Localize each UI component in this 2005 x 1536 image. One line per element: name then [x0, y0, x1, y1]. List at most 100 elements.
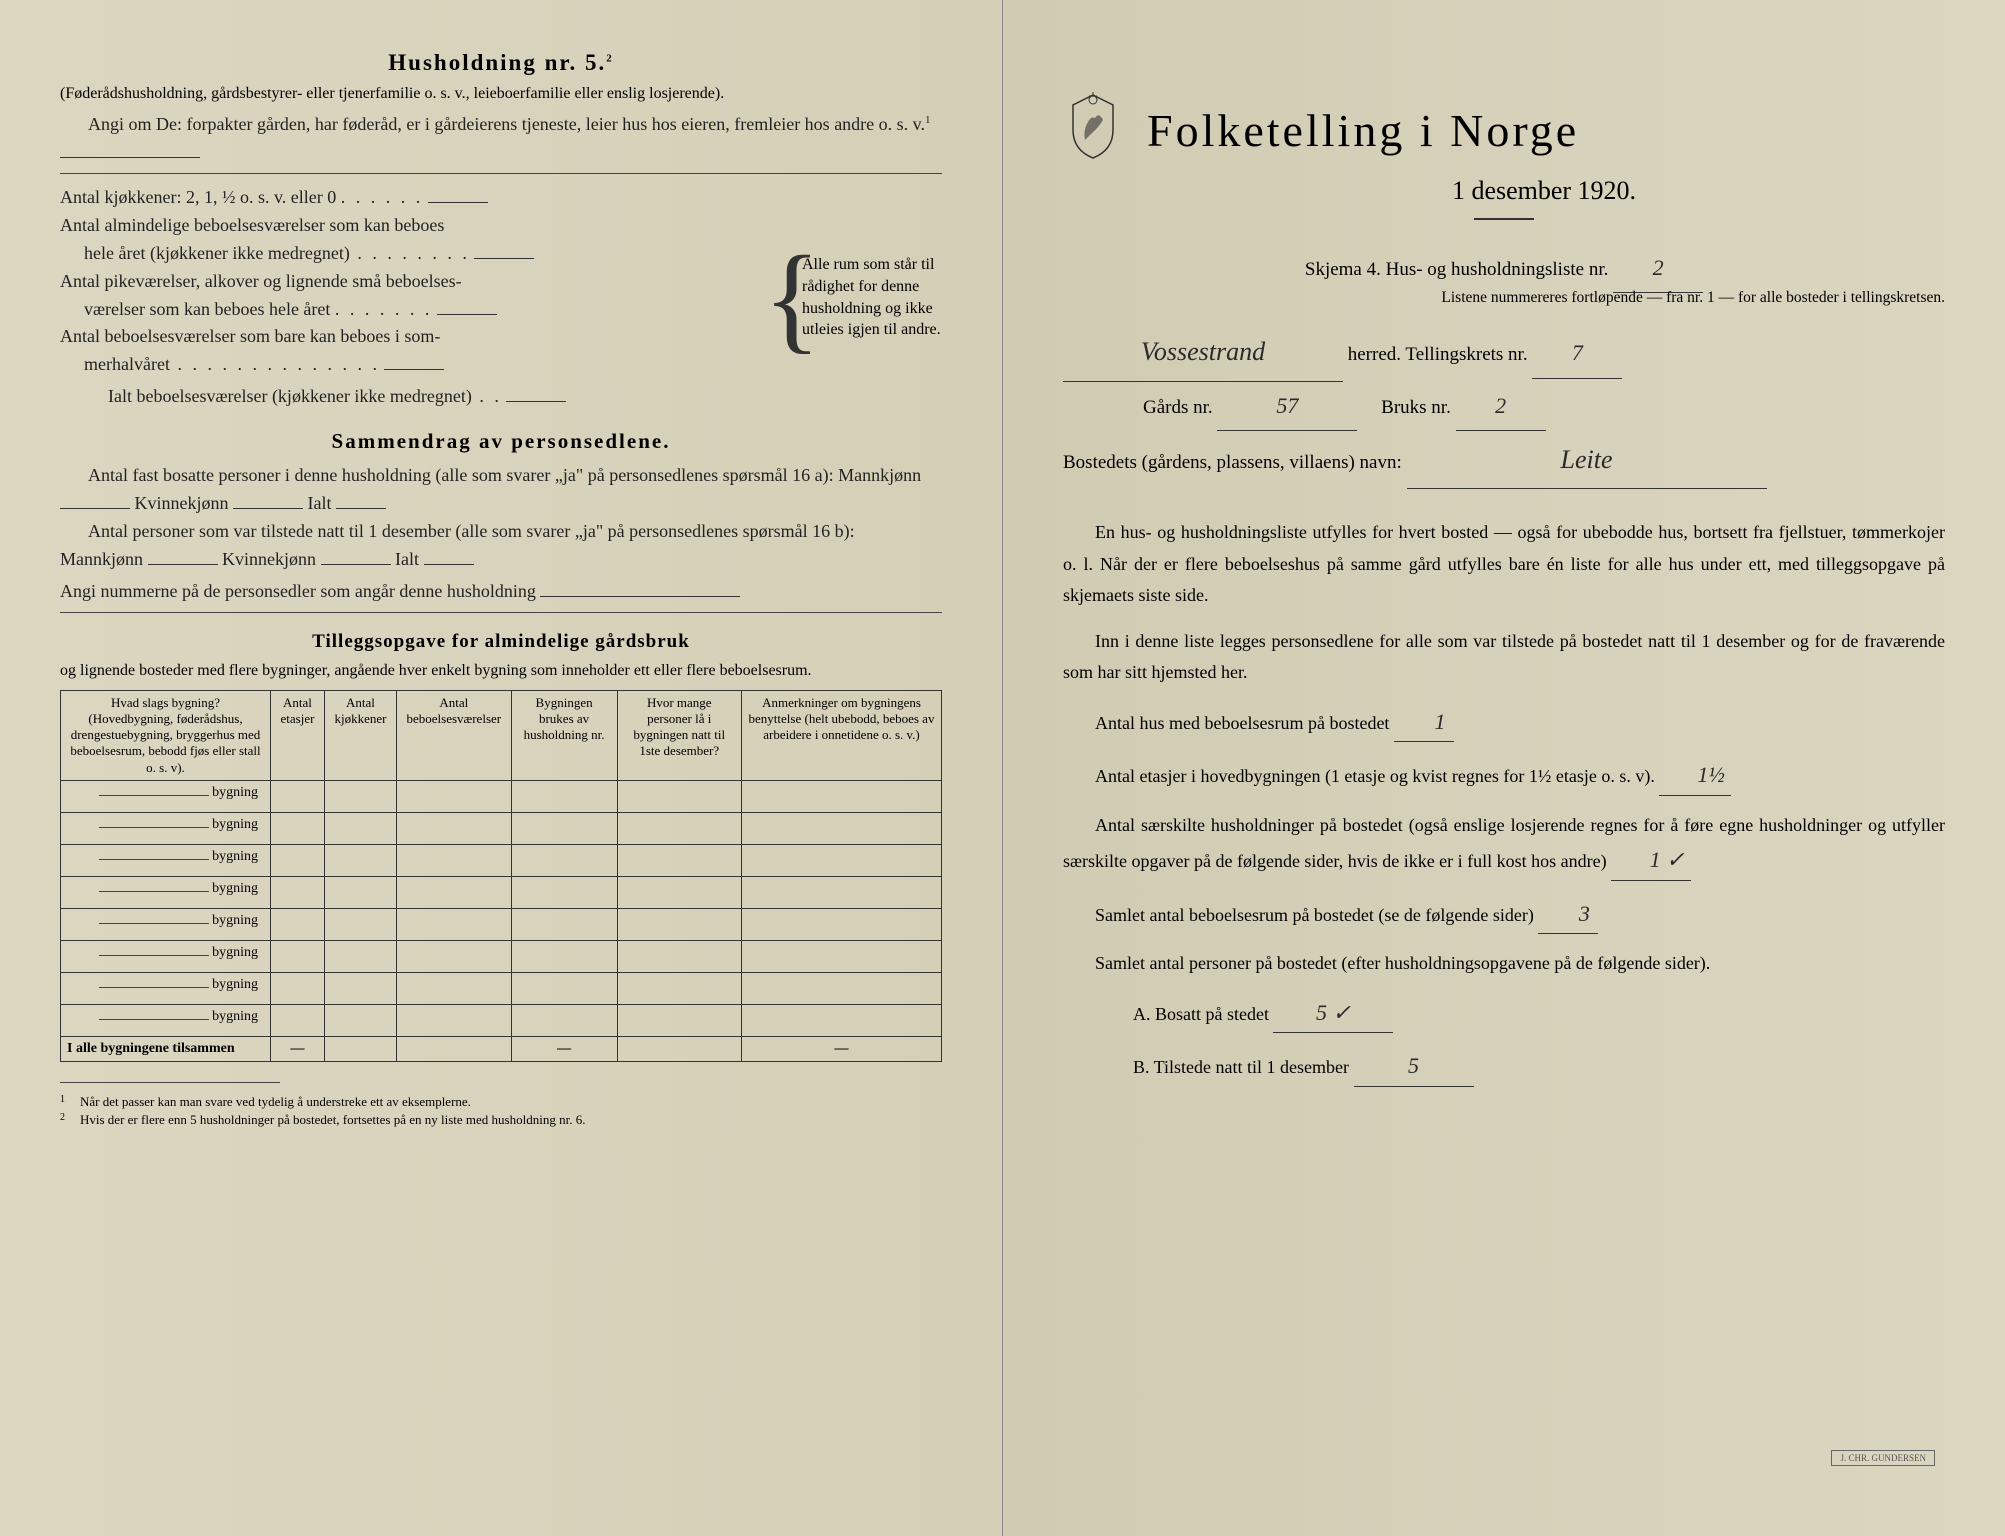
- q2-line: Antal etasjer i hovedbygningen (1 etasje…: [1063, 756, 1945, 796]
- row-label: bygning: [61, 844, 271, 876]
- qA-label: A. Bosatt på stedet: [1133, 1004, 1269, 1024]
- rooms-total-field: [506, 401, 566, 402]
- cell: [617, 1004, 741, 1036]
- rooms-total: Ialt beboelsesværelser (kjøkkener ikke m…: [108, 386, 472, 406]
- q4-ans: 3: [1538, 895, 1598, 935]
- table-row: bygning: [61, 844, 942, 876]
- kvinne-label: Kvinnekjønn: [135, 493, 229, 513]
- cell: [511, 812, 617, 844]
- ialt2-label: Ialt: [395, 549, 419, 569]
- fn2-text: Hvis der er flere enn 5 husholdninger på…: [80, 1111, 585, 1129]
- th-col7: Anmerkninger om bygningens benyttelse (h…: [742, 690, 942, 780]
- dots: . . . . . . . . . . . . . .: [170, 354, 380, 374]
- cell: [397, 940, 512, 972]
- gards-line: Gårds nr. 57 Bruks nr. 2: [1063, 382, 1945, 431]
- q2-ans: 1½: [1659, 756, 1731, 796]
- title-row: Folketelling i Norge: [1063, 90, 1945, 170]
- angi-line: Angi om De: forpakter gården, har føderå…: [60, 111, 942, 167]
- cell: [397, 972, 512, 1004]
- rooms1a: Antal almindelige beboelsesværelser som …: [60, 212, 782, 240]
- kitchen-row: Antal kjøkkener: 2, 1, ½ o. s. v. eller …: [60, 184, 782, 212]
- cell: [324, 876, 396, 908]
- herred-label: herred. Tellingskrets nr.: [1348, 344, 1528, 365]
- table-row: bygning: [61, 876, 942, 908]
- tfoot-c4: [397, 1036, 512, 1061]
- cell: [742, 876, 942, 908]
- cell: [511, 844, 617, 876]
- list-note: Listene nummereres fortløpende — fra nr.…: [1063, 289, 1945, 307]
- cell: [742, 780, 942, 812]
- subtitle: 1 desember 1920.: [1143, 176, 1945, 206]
- cell: [397, 780, 512, 812]
- q2-label: Antal etasjer i hovedbygningen (1 etasje…: [1095, 766, 1655, 786]
- summary3-text: Angi nummerne på de personsedler som ang…: [60, 581, 536, 601]
- q4-label: Samlet antal beboelsesrum på bostedet (s…: [1095, 905, 1534, 925]
- qB-line: B. Tilstede natt til 1 desember 5: [1063, 1047, 1945, 1087]
- cell: [397, 908, 512, 940]
- row-label: bygning: [61, 1004, 271, 1036]
- cell: [511, 940, 617, 972]
- table-row: bygning: [61, 1004, 942, 1036]
- bosted-label: Bostedets (gårdens, plassens, villaens) …: [1063, 452, 1402, 473]
- kitchen-field: [428, 202, 488, 203]
- cell: [324, 812, 396, 844]
- household-heading-text: Husholdning nr. 5.: [388, 50, 606, 75]
- para2: Inn i denne liste legges personsedlene f…: [1063, 626, 1945, 689]
- angi-field: [60, 157, 200, 158]
- q5-line: Samlet antal personer på bostedet (efter…: [1063, 948, 1945, 980]
- qA-line: A. Bosatt på stedet 5 ✓: [1063, 994, 1945, 1034]
- cell: [397, 1004, 512, 1036]
- cell: [324, 1004, 396, 1036]
- cell: [617, 940, 741, 972]
- cell: [742, 844, 942, 876]
- tfoot-c6: [617, 1036, 741, 1061]
- rooms-group: Antal kjøkkener: 2, 1, ½ o. s. v. eller …: [60, 184, 942, 411]
- summary1-text: Antal fast bosatte personer i denne hush…: [88, 465, 921, 485]
- rooms-left: Antal kjøkkener: 2, 1, ½ o. s. v. eller …: [60, 184, 782, 411]
- fn1-text: Når det passer kan man svare ved tydelig…: [80, 1093, 471, 1111]
- rooms2a: Antal pikeværelser, alkover og lignende …: [60, 268, 782, 296]
- form-nr: 2: [1613, 244, 1703, 293]
- cell: [511, 972, 617, 1004]
- row-label: bygning: [61, 908, 271, 940]
- cell: [324, 780, 396, 812]
- qB-label: B. Tilstede natt til 1 desember: [1133, 1057, 1349, 1077]
- tfoot-dash: —: [271, 1036, 325, 1061]
- krets-nr: 7: [1532, 329, 1622, 378]
- herred-line: Vossestrand herred. Tellingskrets nr. 7: [1063, 323, 1945, 381]
- dots: . . . . . . . .: [350, 243, 470, 263]
- divider-1: [60, 173, 942, 174]
- cell: [271, 908, 325, 940]
- rooms2-field: [437, 314, 497, 315]
- angi-sup: 1: [925, 114, 931, 126]
- q1-line: Antal hus med beboelsesrum på bostedet 1: [1063, 703, 1945, 743]
- crest-icon: [1063, 90, 1123, 160]
- household-sub: (Føderådshusholdning, gårdsbestyrer- ell…: [60, 82, 942, 105]
- cell: [397, 812, 512, 844]
- q3-label: Antal særskilte husholdninger på bostede…: [1063, 815, 1945, 872]
- q3-line: Antal særskilte husholdninger på bostede…: [1063, 810, 1945, 881]
- th-col5: Bygningen brukes av husholdning nr.: [511, 690, 617, 780]
- tillegg-sub: og lignende bosteder med flere bygninger…: [60, 659, 942, 682]
- household-heading: Husholdning nr. 5.2: [60, 50, 942, 76]
- cell: [271, 940, 325, 972]
- q1-ans: 1: [1394, 703, 1454, 743]
- cell: [397, 844, 512, 876]
- ialt-field: [336, 508, 386, 509]
- cell: [617, 780, 741, 812]
- table-row: bygning: [61, 780, 942, 812]
- q3-ans: 1 ✓: [1611, 841, 1691, 881]
- cell: [511, 876, 617, 908]
- rooms3a: Antal beboelsesværelser som bare kan beb…: [60, 323, 782, 351]
- brace-text: Alle rum som står til rådighet for denne…: [802, 184, 942, 411]
- cell: [617, 876, 741, 908]
- tfoot-dash3: —: [742, 1036, 942, 1061]
- rooms-total-row: Ialt beboelsesværelser (kjøkkener ikke m…: [60, 383, 782, 411]
- rooms1-field: [474, 258, 534, 259]
- bosted-line: Bostedets (gårdens, plassens, villaens) …: [1063, 431, 1945, 489]
- cell: [511, 780, 617, 812]
- th-col3: Antal kjøkkener: [324, 690, 396, 780]
- tfoot-label: I alle bygningene tilsammen: [61, 1036, 271, 1061]
- summary-1: Antal fast bosatte personer i denne hush…: [60, 462, 942, 518]
- form-label: Skjema 4. Hus- og husholdningsliste nr.: [1305, 259, 1608, 280]
